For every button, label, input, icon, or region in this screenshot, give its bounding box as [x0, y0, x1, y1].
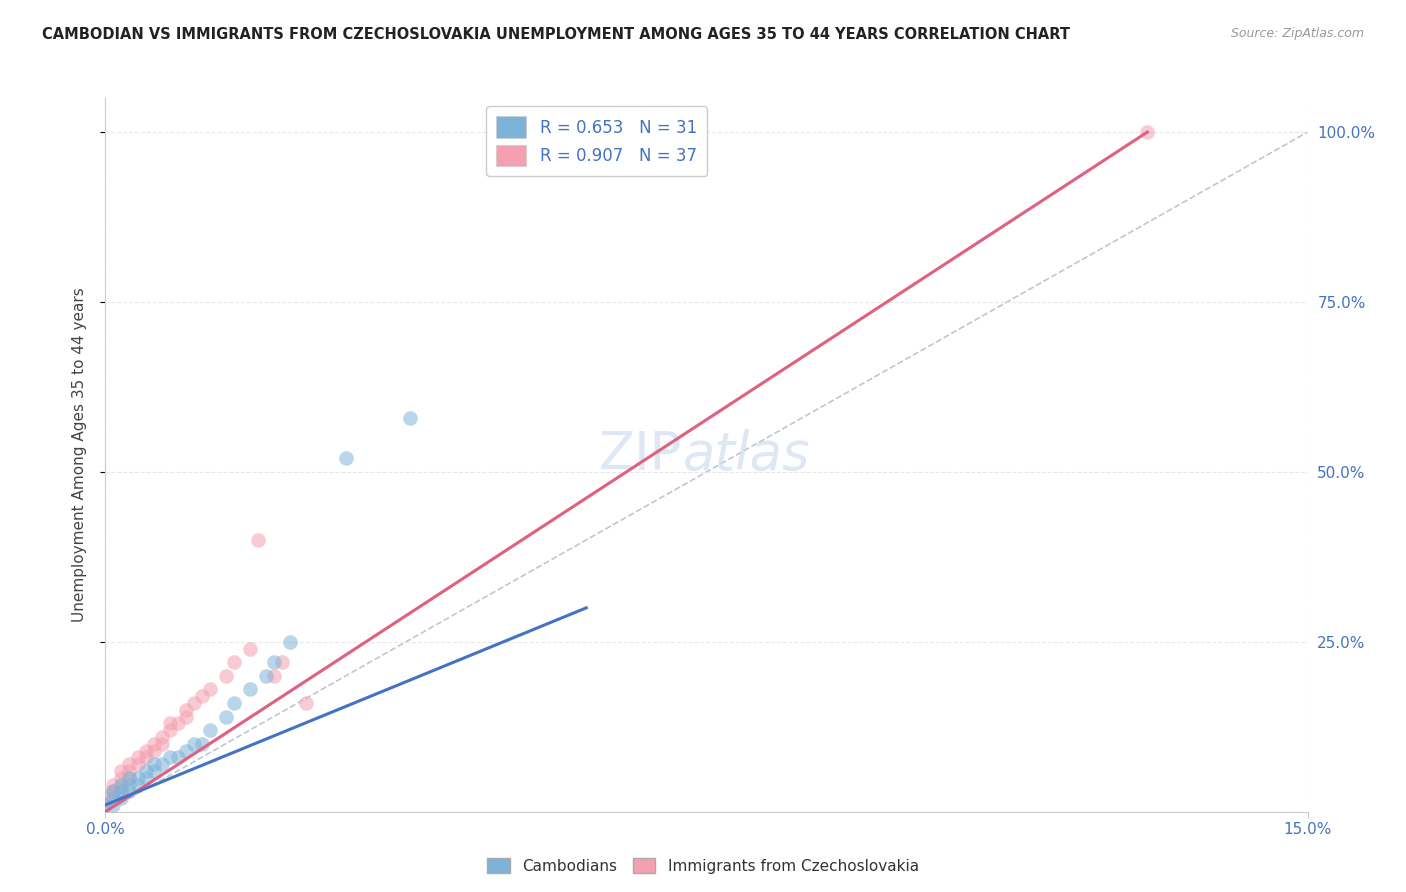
- Point: [103, 791, 125, 805]
- Point: [295, 696, 318, 710]
- Point: [159, 716, 181, 731]
- Point: [103, 778, 125, 792]
- Point: [142, 757, 165, 772]
- Point: [110, 771, 132, 785]
- Point: [150, 757, 173, 772]
- Point: [239, 682, 262, 697]
- Point: [110, 764, 132, 778]
- Point: [263, 669, 285, 683]
- Point: [118, 784, 141, 798]
- Point: [127, 771, 149, 785]
- Point: [174, 709, 197, 723]
- Point: [166, 750, 188, 764]
- Point: [190, 737, 212, 751]
- Point: [222, 696, 245, 710]
- Point: [198, 723, 221, 738]
- Point: [94, 797, 117, 812]
- Point: [103, 784, 125, 798]
- Text: ZIP: ZIP: [599, 429, 682, 481]
- Point: [142, 737, 165, 751]
- Point: [1136, 125, 1159, 139]
- Text: CAMBODIAN VS IMMIGRANTS FROM CZECHOSLOVAKIA UNEMPLOYMENT AMONG AGES 35 TO 44 YEA: CAMBODIAN VS IMMIGRANTS FROM CZECHOSLOVA…: [42, 27, 1070, 42]
- Point: [183, 737, 205, 751]
- Point: [159, 723, 181, 738]
- Point: [190, 689, 212, 703]
- Legend: R = 0.653   N = 31, R = 0.907   N = 37: R = 0.653 N = 31, R = 0.907 N = 37: [486, 106, 707, 176]
- Point: [399, 410, 422, 425]
- Point: [118, 764, 141, 778]
- Point: [254, 669, 277, 683]
- Point: [263, 655, 285, 669]
- Point: [103, 784, 125, 798]
- Point: [118, 771, 141, 785]
- Point: [127, 778, 149, 792]
- Point: [94, 797, 117, 812]
- Point: [103, 784, 125, 798]
- Text: atlas: atlas: [682, 429, 810, 481]
- Point: [94, 791, 117, 805]
- Point: [103, 797, 125, 812]
- Point: [214, 669, 236, 683]
- Point: [159, 750, 181, 764]
- Point: [135, 764, 157, 778]
- Point: [246, 533, 269, 547]
- Point: [142, 743, 165, 757]
- Point: [135, 750, 157, 764]
- Point: [174, 703, 197, 717]
- Point: [110, 778, 132, 792]
- Point: [270, 655, 292, 669]
- Point: [127, 750, 149, 764]
- Point: [118, 771, 141, 785]
- Point: [103, 791, 125, 805]
- Point: [135, 743, 157, 757]
- Point: [166, 716, 188, 731]
- Point: [118, 757, 141, 772]
- Point: [110, 778, 132, 792]
- Point: [174, 743, 197, 757]
- Point: [239, 641, 262, 656]
- Point: [150, 737, 173, 751]
- Text: Source: ZipAtlas.com: Source: ZipAtlas.com: [1230, 27, 1364, 40]
- Point: [198, 682, 221, 697]
- Point: [110, 784, 132, 798]
- Point: [278, 635, 301, 649]
- Point: [214, 709, 236, 723]
- Point: [110, 791, 132, 805]
- Point: [335, 451, 357, 466]
- Point: [142, 764, 165, 778]
- Point: [150, 730, 173, 744]
- Point: [110, 784, 132, 798]
- Point: [222, 655, 245, 669]
- Point: [183, 696, 205, 710]
- Point: [118, 778, 141, 792]
- Point: [135, 771, 157, 785]
- Y-axis label: Unemployment Among Ages 35 to 44 years: Unemployment Among Ages 35 to 44 years: [72, 287, 87, 623]
- Legend: Cambodians, Immigrants from Czechoslovakia: Cambodians, Immigrants from Czechoslovak…: [481, 852, 925, 880]
- Point: [127, 757, 149, 772]
